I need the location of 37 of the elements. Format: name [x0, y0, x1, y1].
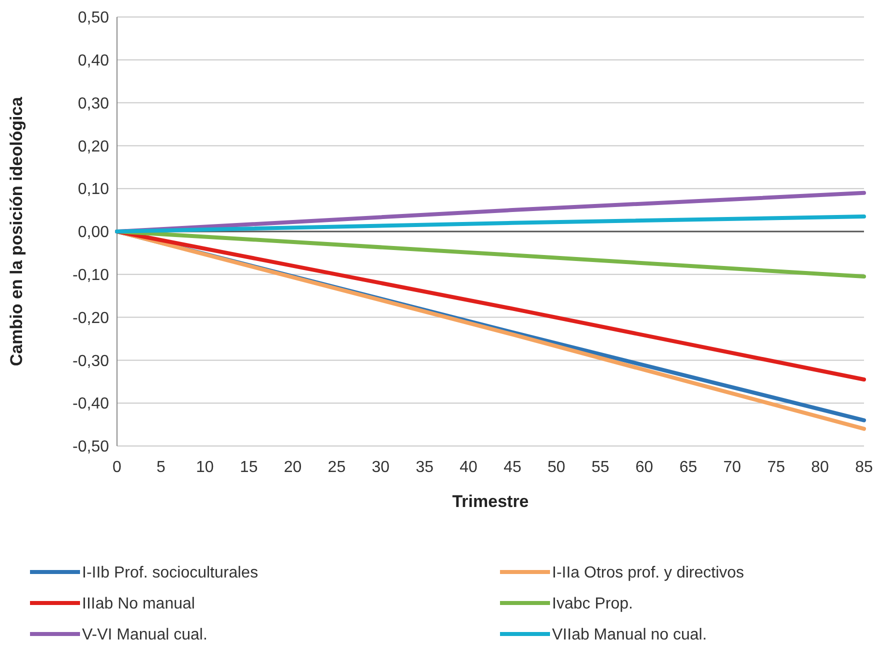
x-tick-label: 5 [156, 459, 166, 476]
x-tick-label: 15 [240, 459, 258, 476]
x-tick-label: 20 [284, 459, 302, 476]
x-tick-label: 35 [416, 459, 434, 476]
x-tick-label: 85 [855, 459, 873, 476]
y-tick-label: -0,50 [72, 438, 110, 456]
y-tick-label: -0,10 [72, 267, 110, 284]
x-tick-label: 60 [635, 459, 654, 476]
x-tick-label: 75 [767, 459, 786, 476]
legend-label: VIIab Manual no cual. [552, 626, 707, 644]
x-tick-label: 0 [112, 459, 122, 476]
y-tick-label: 0,40 [78, 52, 110, 70]
x-tick-label: 10 [196, 459, 214, 476]
x-tick-label: 65 [679, 459, 698, 476]
legend-label: Ivabc Prop. [552, 596, 633, 613]
x-tick-label: 70 [723, 459, 742, 476]
x-tick-label: 30 [372, 459, 390, 476]
legend-label: IIIab No manual [82, 596, 195, 613]
x-tick-label: 25 [328, 459, 346, 476]
y-tick-label: 0,10 [78, 181, 110, 198]
y-tick-label: 0,50 [78, 10, 110, 27]
x-tick-label: 80 [811, 459, 830, 476]
y-tick-label: 0,00 [78, 224, 110, 242]
x-tick-label: 50 [548, 459, 566, 476]
legend-label: V-VI Manual cual. [82, 626, 208, 644]
legend-label: I-IIa Otros prof. y directivos [552, 564, 744, 582]
y-tick-label: -0,20 [72, 310, 110, 327]
y-tick-label: 0,30 [78, 95, 110, 112]
y-tick-label: 0,20 [78, 138, 110, 156]
x-tick-label: 55 [591, 459, 610, 476]
x-tick-label: 40 [460, 459, 478, 476]
y-tick-label: -0,30 [72, 352, 110, 370]
y-tick-label: -0,40 [72, 396, 110, 413]
x-tick-label: 45 [504, 459, 522, 476]
x-axis-title: Trimestre [452, 492, 529, 511]
y-axis-title: Cambio en la posición ideológica [7, 96, 26, 366]
legend-label: I-IIb Prof. socioculturales [82, 564, 258, 582]
